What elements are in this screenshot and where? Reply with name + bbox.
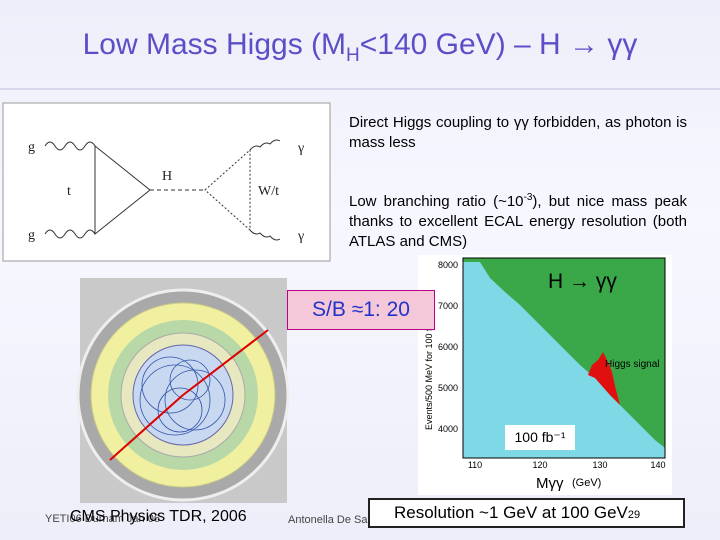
diagram-label: W/t <box>258 184 279 199</box>
signal-label: Higgs signal <box>605 359 659 370</box>
diagram-label: γ <box>297 141 304 156</box>
y-tick-label: 4000 <box>438 424 458 434</box>
gluon <box>44 141 96 151</box>
x-tick-label: 110 <box>468 460 482 470</box>
title-arrow: → <box>569 28 600 61</box>
diagram-label: t <box>67 184 71 199</box>
photon-track <box>182 329 269 396</box>
x-axis-label: Mγγ <box>536 475 564 492</box>
bullet: Direct Higgs coupling to γγ forbidden, a… <box>349 114 687 151</box>
title: Low Mass Higgs (MH<140 GeV) – H → γγ <box>0 28 720 67</box>
photon <box>249 139 281 151</box>
x-tick-label: 140 <box>650 460 665 470</box>
diagram-frame <box>2 102 331 262</box>
w-loop <box>204 148 251 232</box>
diagram-label: γ <box>297 229 304 244</box>
tracks <box>139 356 226 436</box>
diagram-label: H <box>162 169 172 184</box>
resolution-text: Resolution ~1 GeV at 100 GeV <box>394 503 628 522</box>
plot-title: H → γγ <box>548 270 617 293</box>
x-tick-label: 130 <box>592 460 607 470</box>
title-sub: H <box>346 45 360 66</box>
feynman <box>44 139 281 241</box>
diagram-label: g <box>28 140 35 155</box>
title-text: Low Mass Higgs (M <box>82 28 347 61</box>
bullet: Low branching ratio (~10-3), but nice ma… <box>349 188 687 252</box>
footer-event: YETI06 Durham Jan 06 <box>45 513 160 525</box>
photon <box>249 229 281 241</box>
y-tick-label: 5000 <box>438 383 458 393</box>
mass-plot: 8000 7000 6000 5000 4000 110 120 130 140… <box>418 255 672 495</box>
title-text: <140 GeV) – H <box>359 28 570 61</box>
y-tick-label: 8000 <box>438 260 458 270</box>
y-tick-label: 6000 <box>438 342 458 352</box>
x-tick-label: 120 <box>532 460 547 470</box>
background-fill <box>463 262 665 458</box>
bullet-text: Low branching ratio (~10 <box>349 193 524 210</box>
rule <box>0 88 720 90</box>
page-number: 29 <box>627 509 641 521</box>
title-text: γγ <box>599 28 638 61</box>
x-axis-unit: (GeV) <box>572 477 601 489</box>
diagram-label: g <box>28 228 35 243</box>
resolution-box: Resolution ~1 GeV at 100 GeV29 <box>368 498 685 528</box>
detector <box>76 278 290 503</box>
y-axis-label: Events/500 MeV for 100 fb <box>424 323 434 430</box>
y-tick-label: 7000 <box>438 301 458 311</box>
photon-track <box>109 394 184 461</box>
signal-fill <box>588 352 620 405</box>
ratio-box: S/B ≈1: 20 <box>287 290 435 330</box>
plot-frame <box>462 257 666 459</box>
bullet-text: ), but nice mass peak thanks to excellen… <box>349 193 687 250</box>
footer-source: CMS Physics TDR, 2006 <box>70 508 247 525</box>
loop <box>94 144 151 236</box>
lumi-box: 100 fb⁻¹ <box>505 425 575 450</box>
bullet-sup: -3 <box>523 192 533 203</box>
gluon <box>44 229 96 239</box>
